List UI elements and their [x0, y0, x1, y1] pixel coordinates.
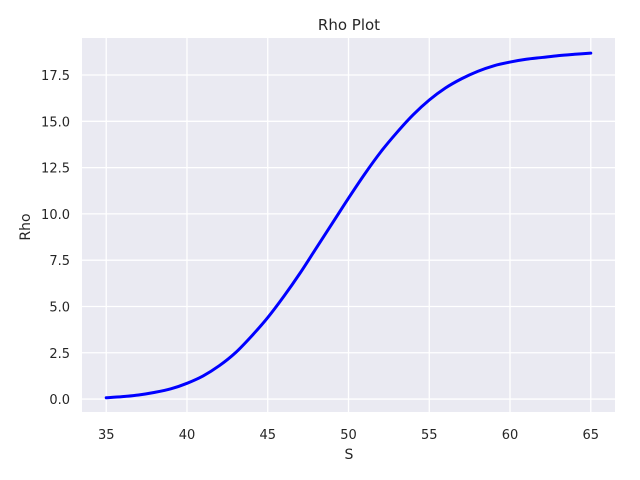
x-tick-label: 35	[98, 428, 115, 443]
x-tick-label: 60	[502, 428, 519, 443]
y-tick-label: 2.5	[49, 347, 70, 362]
y-axis-label: Rho	[18, 213, 34, 240]
x-tick-label: 50	[340, 428, 357, 443]
y-tick-label: 7.5	[49, 254, 70, 269]
x-tick-label: 45	[259, 428, 276, 443]
y-tick-labels: 0.0 2.5 5.0 7.5 10.0 12.5 15.0 17.5	[41, 69, 70, 408]
y-gridlines	[82, 74, 615, 400]
rho-series-line	[104, 51, 593, 400]
x-tick-label: 65	[582, 428, 599, 443]
chart-title: Rho Plot	[318, 16, 380, 34]
series-layer	[104, 51, 593, 400]
x-tick-label: 40	[179, 428, 196, 443]
x-tick-label: 55	[421, 428, 438, 443]
x-tick-labels: 35 40 45 50 55 60 65	[98, 428, 599, 443]
y-tick-label: 0.0	[49, 393, 70, 408]
y-tick-label: 12.5	[41, 162, 70, 177]
y-tick-label: 17.5	[41, 69, 70, 84]
x-axis-label: S	[345, 447, 354, 463]
y-tick-label: 10.0	[41, 208, 70, 223]
x-gridlines	[105, 38, 592, 412]
y-tick-label: 5.0	[49, 300, 70, 315]
y-tick-label: 15.0	[41, 115, 70, 130]
